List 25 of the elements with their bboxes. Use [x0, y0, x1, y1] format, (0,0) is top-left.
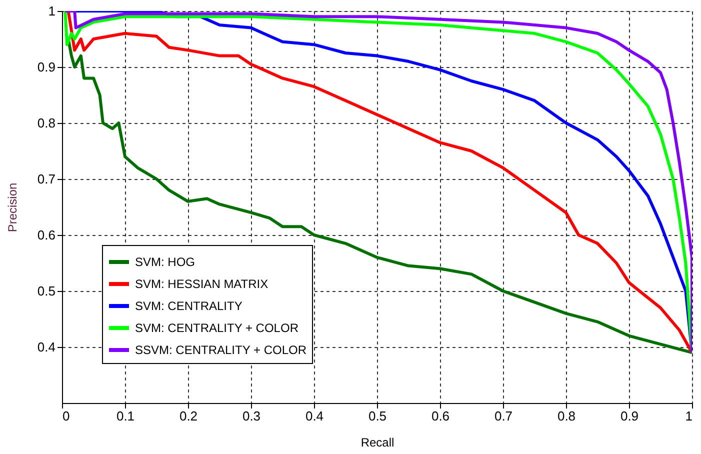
- y-tick-label: 0.4: [37, 340, 56, 354]
- legend-label: SSVM: CENTRALITY + COLOR: [135, 343, 307, 357]
- legend-label: SVM: CENTRALITY + COLOR: [135, 321, 299, 335]
- x-tick-label: 0.1: [116, 408, 135, 424]
- x-tick-label: 0.4: [305, 408, 324, 424]
- y-tick-label: 0.6: [37, 228, 56, 242]
- y-tick-label: 0.8: [37, 116, 56, 130]
- legend-label: SVM: CENTRALITY: [135, 299, 242, 313]
- x-tick-label: 0.7: [494, 408, 513, 424]
- x-tick-label: 0.9: [620, 408, 639, 424]
- x-tick-label: 0.8: [557, 408, 576, 424]
- x-tick-label: 1: [685, 408, 692, 424]
- x-tick-label: 0.2: [179, 408, 198, 424]
- x-tick-label: 0.6: [431, 408, 450, 424]
- y-axis-title: Precision: [5, 182, 20, 232]
- x-axis-title: Recall: [360, 436, 394, 450]
- y-tick-label: 1: [48, 4, 56, 18]
- legend-label: SVM: HOG: [135, 255, 196, 269]
- legend-label: SVM: HESSIAN MATRIX: [135, 277, 268, 291]
- y-tick-label: 0.5: [37, 284, 56, 298]
- y-tick-label: 0.7: [37, 172, 56, 186]
- x-tick-label: 0: [62, 408, 70, 424]
- x-tick-label: 0.5: [368, 408, 387, 424]
- y-tick-label: 0.9: [37, 60, 56, 74]
- x-tick-label: 0.3: [242, 408, 261, 424]
